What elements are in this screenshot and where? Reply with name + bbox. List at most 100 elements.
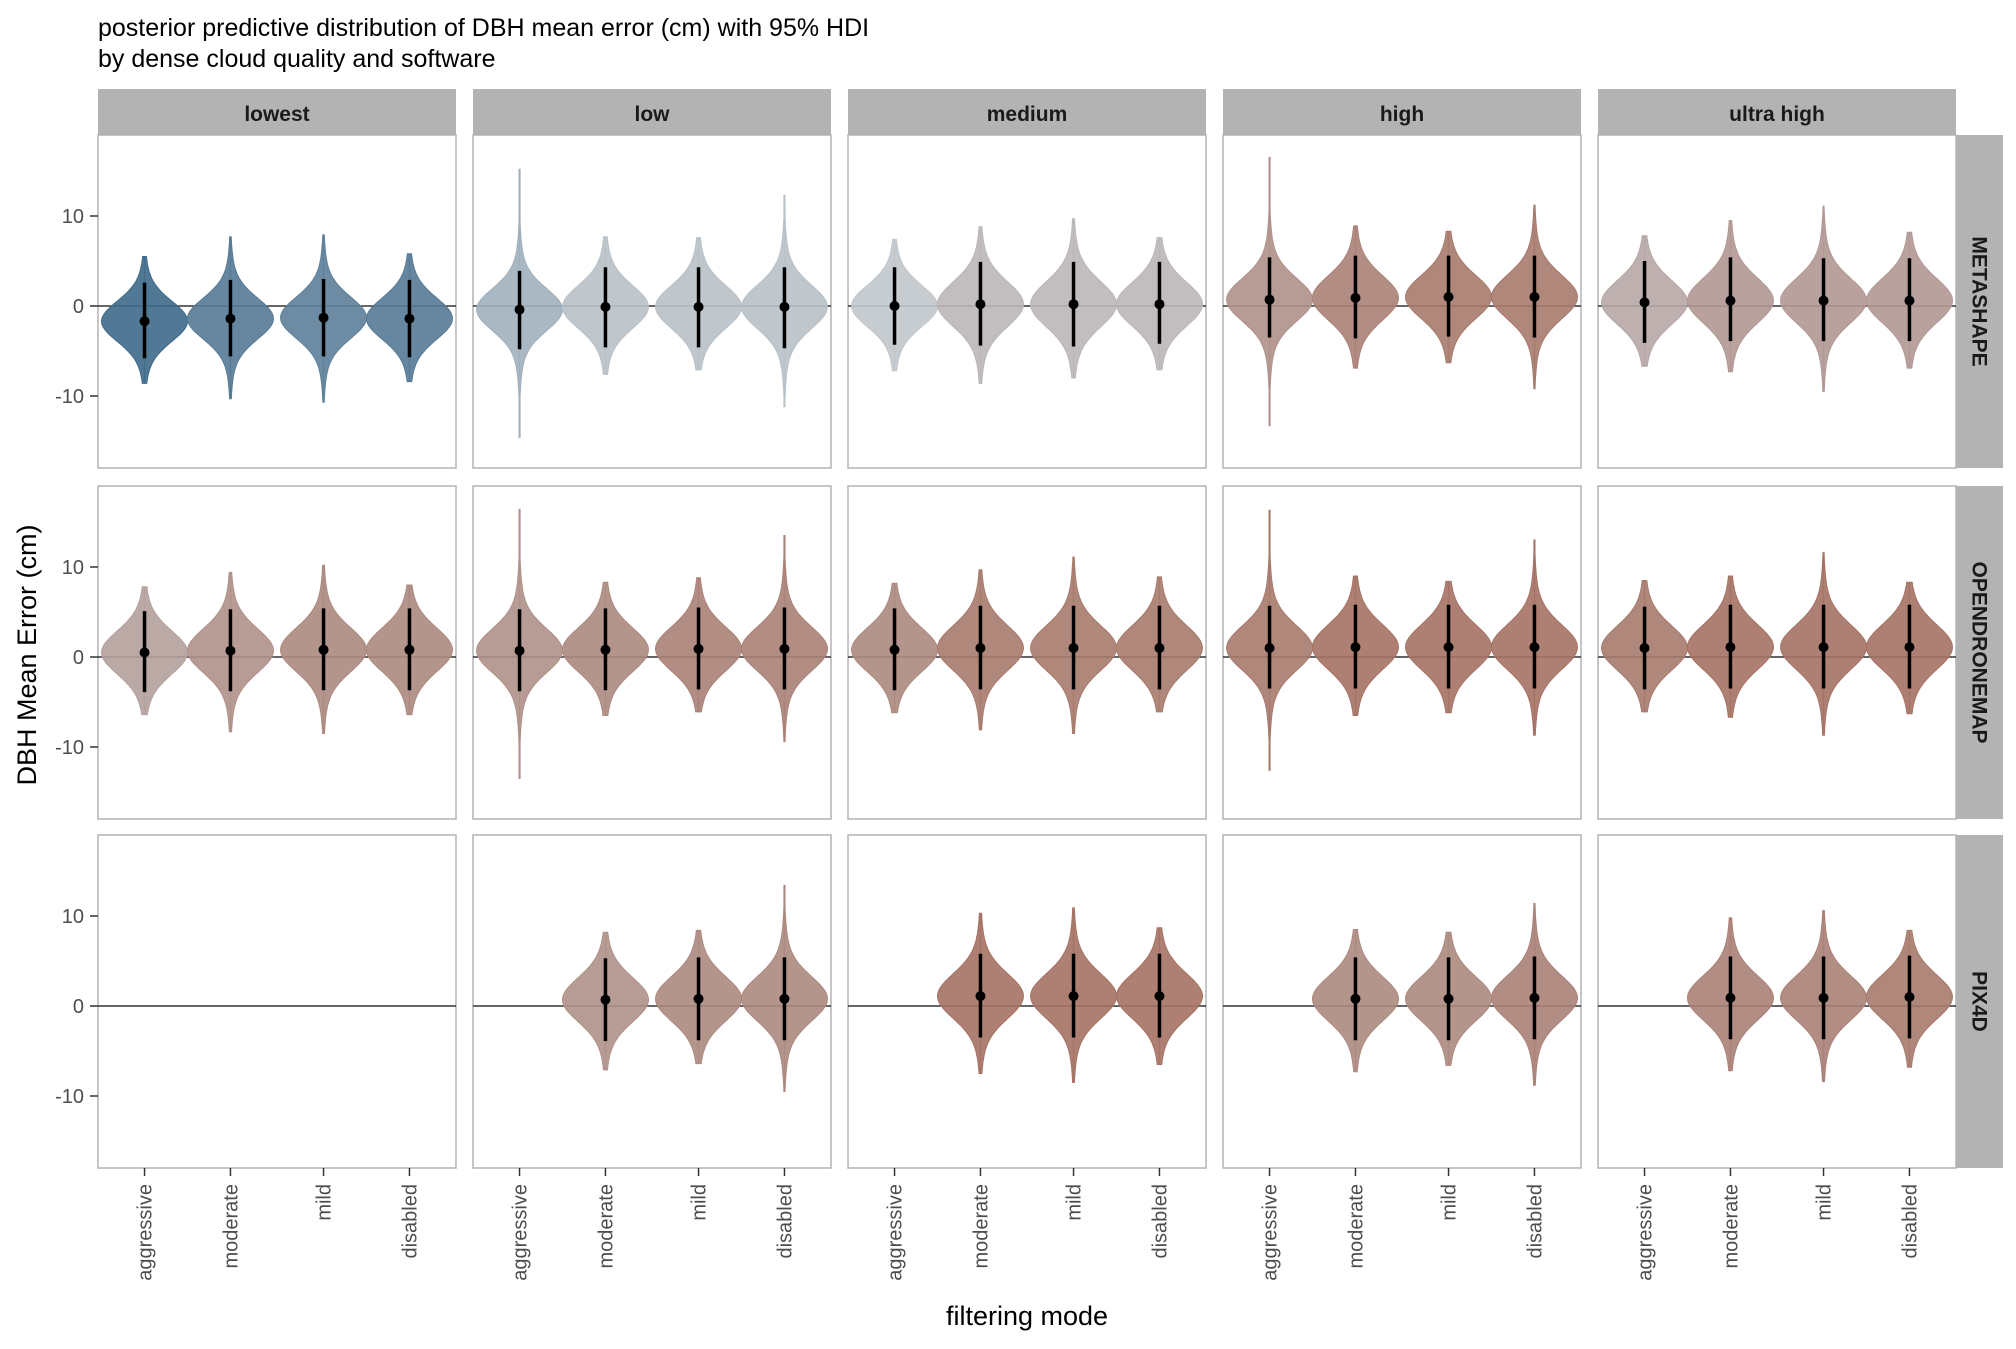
- median-point: [1818, 295, 1829, 306]
- row-strip-label: PIX4D: [1968, 971, 1991, 1032]
- median-point: [1264, 643, 1275, 653]
- median-point: [1904, 992, 1915, 1002]
- chart-title: posterior predictive distribution of DBH…: [98, 14, 869, 42]
- chart-subtitle: by dense cloud quality and software: [98, 45, 495, 73]
- median-point: [779, 993, 790, 1004]
- x-tick-label: mild: [1439, 1184, 1461, 1221]
- y-tick-label: -10: [55, 386, 84, 408]
- column-strip-label: low: [635, 103, 671, 126]
- facet-panel: [1222, 485, 1582, 820]
- column-strip: [1598, 89, 1956, 135]
- median-point: [1818, 992, 1829, 1003]
- facet-panel: aggressive moderate mild disabled: [472, 834, 832, 1281]
- x-tick-label: aggressive: [1260, 1184, 1282, 1281]
- median-point: [514, 645, 525, 656]
- y-tick-label: 0: [73, 296, 84, 318]
- facet-panel: [1222, 134, 1582, 469]
- y-tick-label: -10: [55, 737, 84, 759]
- panel-background: [97, 834, 457, 1169]
- column-strip-label: ultra high: [1729, 103, 1825, 126]
- median-point: [1443, 292, 1454, 302]
- median-point: [779, 643, 790, 654]
- median-point: [1443, 993, 1454, 1004]
- x-tick-label: moderate: [970, 1184, 992, 1269]
- facet-panel: -10 0 10 aggressive moderate mild disabled: [55, 834, 457, 1281]
- facet-panel: aggressive moderate mild disabled: [1597, 834, 1957, 1281]
- median-point: [404, 313, 415, 324]
- median-point: [693, 301, 704, 312]
- x-tick-label: moderate: [220, 1184, 242, 1269]
- facet-panel: [1597, 134, 1957, 469]
- median-point: [975, 299, 986, 310]
- x-tick-label: disabled: [774, 1184, 796, 1259]
- median-point: [1529, 642, 1540, 653]
- y-tick-label: 0: [73, 647, 84, 669]
- row-strip: [1956, 835, 2003, 1168]
- x-tick-label: disabled: [1524, 1184, 1546, 1259]
- y-tick-label: -10: [55, 1086, 84, 1108]
- median-point: [225, 313, 236, 324]
- column-strip: [848, 89, 1206, 135]
- column-strip: [473, 89, 831, 135]
- column-strip: [98, 89, 456, 135]
- row-strip: [1956, 135, 2003, 468]
- x-tick-label: aggressive: [135, 1184, 157, 1281]
- x-tick-label: disabled: [1149, 1184, 1171, 1259]
- y-tick-label: 10: [62, 557, 84, 579]
- y-tick-label: 10: [62, 906, 84, 928]
- median-point: [1154, 991, 1165, 1002]
- median-point: [139, 316, 150, 327]
- median-point: [1818, 642, 1829, 653]
- facet-panel: -10 0 10: [55, 134, 457, 469]
- row-strip-label: METASHAPE: [1968, 236, 1991, 366]
- median-point: [975, 643, 986, 653]
- median-point: [600, 301, 611, 312]
- median-point: [1529, 292, 1540, 302]
- row-strip-label: OPENDRONEMAP: [1968, 561, 1991, 743]
- median-point: [1725, 642, 1736, 653]
- facet-panels: -10 0 10 -10 0 10 -10 0 10 aggressive moderate mild…: [55, 89, 2003, 1281]
- median-point: [1725, 295, 1736, 306]
- facet-panel: [472, 485, 832, 820]
- median-point: [1068, 299, 1079, 310]
- facet-panel: [1597, 485, 1957, 820]
- x-tick-label: moderate: [1720, 1184, 1742, 1269]
- median-point: [975, 991, 986, 1002]
- x-tick-label: mild: [1064, 1184, 1086, 1221]
- x-tick-label: moderate: [595, 1184, 617, 1269]
- median-point: [1639, 297, 1650, 308]
- median-point: [1639, 643, 1650, 653]
- median-point: [225, 645, 236, 656]
- median-point: [1529, 992, 1540, 1003]
- facet-panel: [472, 134, 832, 469]
- median-point: [693, 643, 704, 654]
- median-point: [1154, 643, 1165, 653]
- median-point: [1350, 993, 1361, 1004]
- y-axis-title: DBH Mean Error (cm): [12, 524, 42, 785]
- median-point: [889, 644, 900, 655]
- x-tick-label: aggressive: [885, 1184, 907, 1281]
- median-point: [318, 312, 329, 323]
- x-axis-title: filtering mode: [946, 1301, 1108, 1331]
- x-tick-label: mild: [1814, 1184, 1836, 1221]
- x-tick-label: aggressive: [510, 1184, 532, 1281]
- column-strip-label: high: [1380, 103, 1424, 126]
- median-point: [1264, 294, 1275, 305]
- x-tick-label: disabled: [399, 1184, 421, 1259]
- x-tick-label: mild: [314, 1184, 336, 1221]
- median-point: [318, 644, 329, 655]
- column-strip: [1223, 89, 1581, 135]
- column-strip-label: lowest: [244, 103, 309, 126]
- x-tick-label: disabled: [1899, 1184, 1921, 1259]
- column-strip-label: medium: [987, 103, 1068, 126]
- row-strip: [1956, 486, 2003, 819]
- facet-panel: -10 0 10: [55, 485, 457, 820]
- facet-panel: [847, 485, 1207, 820]
- facet-panel: [847, 134, 1207, 469]
- median-point: [1350, 292, 1361, 303]
- median-point: [600, 994, 611, 1005]
- median-point: [1068, 643, 1079, 653]
- y-tick-label: 10: [62, 206, 84, 228]
